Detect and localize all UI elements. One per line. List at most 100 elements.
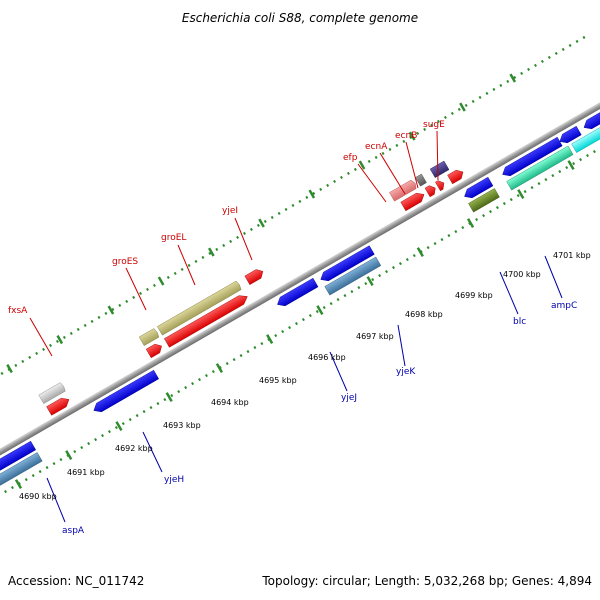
lower-tick bbox=[517, 189, 525, 199]
yjeH-leader bbox=[142, 431, 163, 473]
gene-label-ampC[interactable]: ampC bbox=[551, 301, 577, 311]
gene-label-fxsA[interactable]: fxsA bbox=[8, 306, 28, 316]
yjeK-arrow[interactable] bbox=[318, 245, 375, 284]
gene-label-ecnA[interactable]: ecnA bbox=[365, 142, 388, 152]
lower-leader-lines bbox=[46, 255, 563, 523]
tick-label: 4694 kbp bbox=[211, 398, 249, 407]
tick-label: 4695 kbp bbox=[259, 376, 297, 385]
ampC-neighbor-arrow[interactable] bbox=[557, 125, 582, 146]
blc-gene[interactable] bbox=[468, 188, 500, 213]
lower-gene-labels: aspA yjeH yjeJ yjeK blc ampC bbox=[62, 301, 577, 536]
forward-inner-genes bbox=[46, 168, 466, 416]
upper-tick bbox=[408, 131, 416, 141]
ecnB-gene[interactable] bbox=[415, 173, 427, 187]
lower-tick bbox=[65, 450, 73, 460]
upper-guide-line bbox=[0, 32, 591, 416]
sugE-arrow[interactable] bbox=[447, 168, 466, 185]
blc-leader bbox=[499, 271, 519, 315]
upper-tick bbox=[509, 73, 517, 83]
groEL-arrow[interactable] bbox=[164, 292, 250, 348]
gene-label-sugE[interactable]: sugE bbox=[423, 120, 445, 130]
lower-tick bbox=[14, 479, 23, 489]
sugE-leader bbox=[436, 130, 439, 181]
yjeH-arrow[interactable] bbox=[91, 369, 159, 415]
gene-label-aspA[interactable]: aspA bbox=[62, 526, 85, 536]
upper-tick bbox=[358, 160, 366, 170]
blc-arrow[interactable] bbox=[462, 176, 494, 201]
yjeJ-arrow[interactable] bbox=[275, 277, 319, 309]
aspA-leader bbox=[46, 477, 66, 523]
map-title: Escherichia coli S88, complete genome bbox=[182, 11, 418, 25]
gene-label-yjeH[interactable]: yjeH bbox=[164, 475, 184, 485]
tick-label: 4691 kbp bbox=[67, 468, 105, 477]
gene-label-blc[interactable]: blc bbox=[513, 317, 526, 327]
gene-label-groEL[interactable]: groEL bbox=[161, 233, 186, 243]
upper-tick bbox=[157, 276, 165, 286]
lower-guide-line bbox=[0, 122, 600, 506]
tick-label: 4693 kbp bbox=[163, 421, 201, 430]
tick-label: 4699 kbp bbox=[455, 291, 493, 300]
ecnB-leader bbox=[405, 141, 419, 189]
tick-label: 4701 kbp bbox=[553, 251, 591, 260]
tick-label: 4698 kbp bbox=[405, 310, 443, 319]
yjeK-leader bbox=[397, 324, 406, 367]
tick-label: 4696 kbp bbox=[308, 353, 346, 362]
lower-tick bbox=[416, 247, 424, 257]
ampC-leader bbox=[544, 255, 563, 299]
groEL-leader bbox=[177, 244, 196, 286]
yjeI-leader bbox=[234, 217, 253, 261]
upper-tick bbox=[258, 218, 265, 228]
lower-tick bbox=[567, 160, 575, 170]
yjeK-gene[interactable] bbox=[324, 256, 382, 296]
lower-tick bbox=[466, 218, 475, 228]
yjeI-arrow[interactable] bbox=[244, 267, 266, 285]
genome-backbone bbox=[0, 89, 600, 475]
upper-ticks bbox=[6, 73, 517, 374]
edge-gene-cyan[interactable] bbox=[571, 108, 600, 153]
ecnB-arrow[interactable] bbox=[435, 179, 446, 192]
lower-tick bbox=[366, 276, 374, 286]
ampC-gene[interactable] bbox=[506, 145, 574, 191]
groES-arrow[interactable] bbox=[145, 342, 164, 359]
gene-label-ecnB[interactable]: ecnB bbox=[395, 131, 417, 141]
map-track bbox=[0, 32, 600, 506]
groEL-gene[interactable] bbox=[157, 280, 242, 336]
tick-label: 4697 kbp bbox=[356, 332, 394, 341]
edge-gene-arrow[interactable] bbox=[582, 96, 600, 132]
accession-text: Accession: NC_011742 bbox=[8, 574, 144, 588]
upper-gene-labels: fxsA groES groEL yjeI efp ecnA ecnB sugE bbox=[8, 120, 445, 316]
lower-tick bbox=[316, 305, 324, 315]
tick-label: 4700 kbp bbox=[503, 270, 541, 279]
gene-label-yjeK[interactable]: yjeK bbox=[396, 367, 416, 377]
ecnA-arrow[interactable] bbox=[424, 184, 438, 198]
reverse-outer-genes bbox=[0, 108, 600, 498]
aspA-gene[interactable] bbox=[0, 452, 43, 498]
gene-label-yjeI[interactable]: yjeI bbox=[222, 206, 238, 216]
lower-tick bbox=[266, 334, 274, 344]
efp-arrow[interactable] bbox=[400, 190, 427, 212]
lower-tick bbox=[165, 392, 173, 402]
reverse-inner-genes bbox=[0, 96, 600, 487]
aspA-arrow[interactable] bbox=[0, 440, 36, 487]
gene-label-efp[interactable]: efp bbox=[343, 153, 358, 163]
upper-tick bbox=[459, 102, 466, 112]
gene-label-yjeJ[interactable]: yjeJ bbox=[341, 393, 357, 403]
efp-leader bbox=[357, 163, 387, 203]
tick-label: 4690 kbp bbox=[19, 492, 57, 501]
kbp-tick-labels: 4690 kbp 4691 kbp 4692 kbp 4693 kbp 4694… bbox=[19, 251, 591, 501]
fxsA-leader bbox=[29, 317, 53, 357]
ecnA-leader bbox=[379, 152, 406, 195]
sugE-gene[interactable] bbox=[429, 160, 450, 178]
fxsA-arrow[interactable] bbox=[46, 395, 72, 416]
gene-label-groES[interactable]: groES bbox=[112, 257, 138, 267]
forward-outer-genes bbox=[38, 160, 450, 404]
groES-leader bbox=[125, 267, 147, 311]
lower-tick bbox=[215, 363, 224, 373]
fxsA-gene[interactable] bbox=[38, 382, 67, 404]
tick-label: 4692 kbp bbox=[115, 444, 153, 453]
groES-gene[interactable] bbox=[138, 328, 160, 346]
upper-tick bbox=[6, 364, 13, 374]
genome-summary-text: Topology: circular; Length: 5,032,268 bp… bbox=[261, 574, 592, 588]
yjeJ-leader bbox=[329, 351, 348, 392]
